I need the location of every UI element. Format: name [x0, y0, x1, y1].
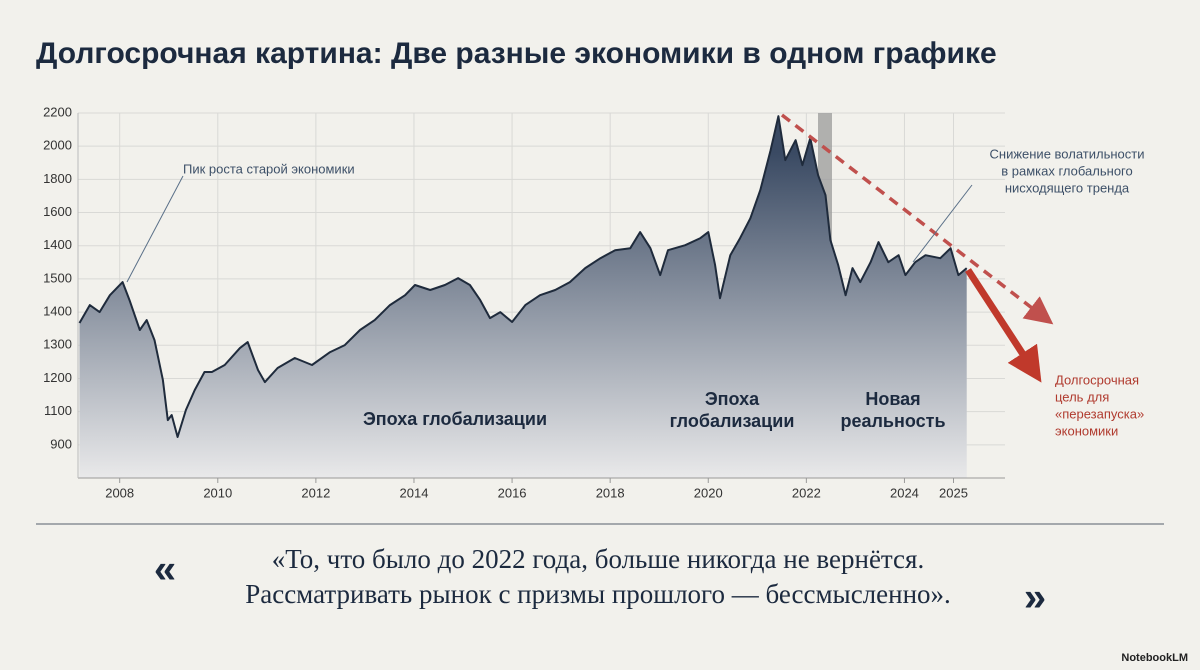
x-tick-label: 2008 [105, 485, 134, 500]
y-tick-label: 1600 [43, 204, 72, 219]
y-tick-label: 1200 [43, 370, 72, 385]
y-tick-label: 2000 [43, 138, 72, 153]
annotation: Новая [865, 389, 920, 409]
annotation: Эпоха [705, 389, 760, 409]
annotation: в рамках глобального [1001, 163, 1132, 178]
x-tick-label: 2018 [596, 485, 625, 500]
x-tick-label: 2022 [792, 485, 821, 500]
annotation: глобализации [670, 411, 795, 431]
brand: NotebookLM [1121, 652, 1188, 664]
x-tick-label: 2025 [939, 485, 968, 500]
trend-arrow-dashed [780, 113, 1054, 325]
annotations: Пик роста старой экономики Эпоха глобализ… [183, 146, 1144, 438]
annotation: Снижение волатильности [990, 146, 1145, 161]
chart-title: Долгосрочная картина: Две разные экономи… [36, 37, 997, 70]
annotation: «перезапуска» [1055, 406, 1144, 421]
area-fill [79, 116, 967, 478]
x-tick-label: 2010 [203, 485, 232, 500]
annotation: Эпоха глобализации [363, 409, 547, 429]
quote-line: «То, что было до 2022 года, больше никог… [272, 544, 924, 574]
y-tick-label: 1400 [43, 237, 72, 252]
quote-line: Рассматривать рынок с призмы прошлого — … [245, 579, 951, 609]
ticks: 2200 2000 1800 1600 1400 1500 1400 1300 1200 1100… [43, 104, 968, 500]
annotation-leader [126, 175, 184, 283]
x-tick-label: 2020 [694, 485, 723, 500]
x-tick-label: 2012 [301, 485, 330, 500]
annotation: реальность [840, 411, 945, 431]
y-tick-label: 1500 [43, 270, 72, 285]
data [78, 115, 968, 478]
y-tick-label: 1300 [43, 337, 72, 352]
x-tick-label: 2024 [890, 485, 919, 500]
x-tick-label: 2014 [400, 485, 429, 500]
x-tick-label: 2016 [498, 485, 527, 500]
series-line [78, 115, 968, 438]
annotation: нисходящего тренда [1005, 180, 1130, 195]
annotation: Долгосрочная [1055, 372, 1139, 387]
quote-open-mark: « [154, 548, 176, 592]
annotation: цель для [1055, 389, 1109, 404]
y-tick-label: 900 [50, 436, 72, 451]
annotation-leader [912, 184, 973, 263]
annotation: экономики [1055, 423, 1118, 438]
annotation: Пик роста старой экономики [183, 161, 355, 176]
y-tick-label: 1100 [44, 403, 72, 418]
y-tick-label: 1800 [43, 171, 72, 186]
target-arrow [965, 268, 1042, 383]
quote-close-mark: » [1024, 576, 1046, 620]
y-tick-label: 2200 [43, 104, 72, 119]
y-tick-label: 1400 [43, 304, 72, 319]
